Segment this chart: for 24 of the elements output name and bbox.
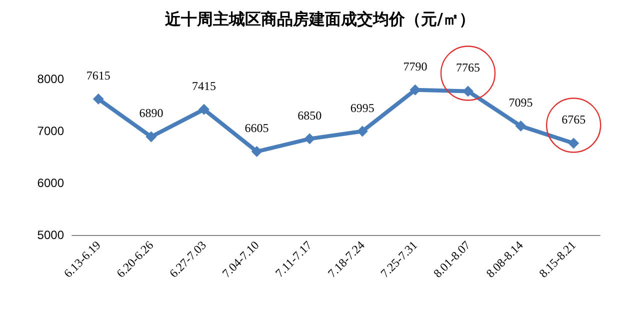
data-label: 6605 xyxy=(244,121,269,136)
data-label: 6850 xyxy=(298,108,322,122)
point xyxy=(251,146,262,158)
y-tick-label: 6000 xyxy=(37,176,64,190)
point xyxy=(356,126,368,137)
point xyxy=(304,133,316,144)
data-label: 7790 xyxy=(403,59,428,74)
data-label: 6995 xyxy=(350,100,374,115)
point xyxy=(515,120,526,132)
data-label: 7415 xyxy=(192,78,216,93)
data-label: 7095 xyxy=(508,96,533,110)
chart-title: 近十周主城区商品房建面成交均价（元/㎡） xyxy=(164,10,475,28)
y-tick-label: 8000 xyxy=(37,72,64,86)
data-label: 7765 xyxy=(456,60,480,75)
data-label: 6765 xyxy=(562,112,586,127)
point xyxy=(568,138,580,149)
data-label: 7615 xyxy=(86,68,110,83)
point xyxy=(146,131,157,142)
point xyxy=(92,94,104,105)
data-label: 6890 xyxy=(139,106,164,120)
y-tick-label: 7000 xyxy=(37,124,64,138)
y-tick-label: 5000 xyxy=(37,228,64,242)
point xyxy=(198,104,210,115)
point xyxy=(462,86,474,97)
